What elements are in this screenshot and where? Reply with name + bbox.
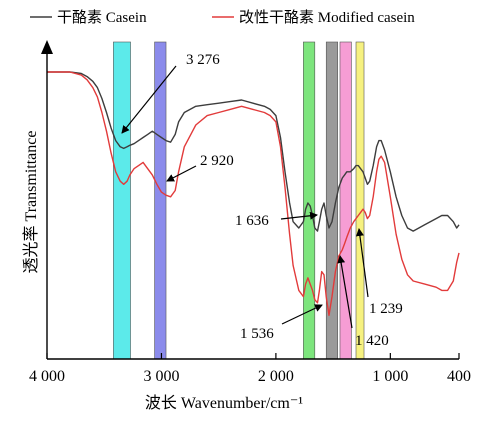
legend-label-casein: 干酪素 Casein bbox=[57, 9, 147, 26]
annotation-arrow-1536 bbox=[281, 304, 323, 325]
annotation-label-2920: 2 920 bbox=[200, 153, 234, 169]
annotation-arrow-1420 bbox=[337, 255, 353, 329]
peak-annotations: 3 276 2 920 1 636 1 536 1 420 1 239 bbox=[121, 52, 403, 349]
x-axis-title: 波长 Wavenumber/cm⁻¹ bbox=[145, 394, 303, 412]
y-axis-arrow bbox=[41, 40, 53, 54]
x-ticks: 4 000 3 000 2 000 1 000 400 bbox=[29, 353, 471, 385]
x-tick-label-3000: 3 000 bbox=[143, 368, 179, 385]
annotation-arrow-3276 bbox=[121, 65, 177, 134]
annotation-label-1239: 1 239 bbox=[369, 301, 403, 317]
highlight-bands bbox=[113, 41, 365, 360]
annotation-label-1536: 1 536 bbox=[240, 326, 274, 342]
series-lines bbox=[47, 71, 460, 316]
highlight-band-6 bbox=[355, 41, 365, 360]
annotation-label-1636: 1 636 bbox=[235, 213, 269, 229]
annotation-label-3276: 3 276 bbox=[186, 52, 220, 68]
y-axis-title: 透光率 Transmittance bbox=[22, 131, 40, 274]
annotation-arrow-1636 bbox=[280, 211, 318, 220]
series-line-modified-casein bbox=[47, 71, 460, 316]
x-tick-label-4000: 4 000 bbox=[29, 368, 65, 385]
annotation-label-1420: 1 420 bbox=[355, 333, 389, 349]
annotation-arrow-2920 bbox=[166, 165, 197, 182]
x-tick-label-1000: 1 000 bbox=[372, 368, 408, 385]
x-tick-label-400: 400 bbox=[447, 368, 471, 385]
annotation-arrow-1239 bbox=[355, 228, 369, 298]
legend-label-modified-casein: 改性干酪素 Modified casein bbox=[239, 9, 415, 26]
legend: 干酪素 Casein 改性干酪素 Modified casein bbox=[30, 9, 415, 26]
highlight-band-1 bbox=[113, 41, 131, 360]
x-tick-label-2000: 2 000 bbox=[258, 368, 294, 385]
series-line-casein bbox=[47, 71, 460, 232]
